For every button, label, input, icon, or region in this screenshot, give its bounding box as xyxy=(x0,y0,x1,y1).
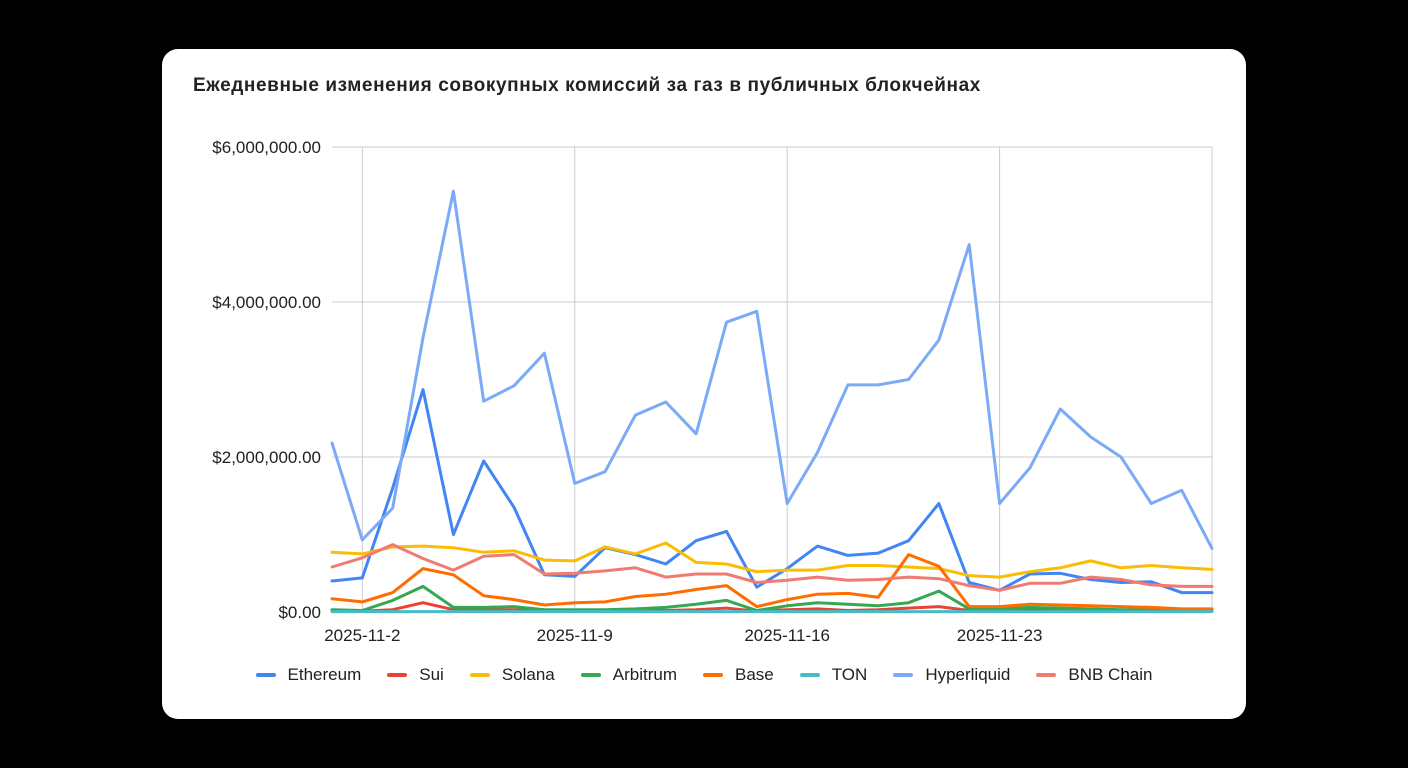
legend-item-sui[interactable]: Sui xyxy=(387,665,444,685)
legend-swatch xyxy=(893,673,914,677)
legend-item-base[interactable]: Base xyxy=(702,665,774,685)
legend-label: Sui xyxy=(419,665,444,684)
legend-swatch xyxy=(1036,673,1057,677)
legend-label: BNB Chain xyxy=(1068,665,1153,684)
legend-swatch xyxy=(799,673,820,677)
series-line-base xyxy=(330,553,1214,611)
legend-swatch xyxy=(387,673,408,677)
chart-card: Ежедневные изменения совокупных комиссий… xyxy=(162,49,1246,719)
axis-tick-labels: $0.00 $2,000,000.00 $4,000,000.00 $6,000,00… xyxy=(212,138,1042,645)
series-line-bnb-chain xyxy=(330,543,1214,592)
legend-item-ethereum[interactable]: Ethereum xyxy=(255,665,362,685)
legend-item-ton[interactable]: TON xyxy=(799,665,868,685)
series-line-solana xyxy=(330,541,1214,579)
legend-label: Base xyxy=(734,665,774,684)
legend-label: Hyperliquid xyxy=(925,665,1011,684)
chart-legend: Ethereum Sui Solana Arbitrum Base TON Hyperliq… xyxy=(162,663,1246,687)
legend-swatch xyxy=(255,673,276,677)
legend-swatch xyxy=(469,673,490,677)
x-tick-label: 2025-11-9 xyxy=(537,626,613,645)
x-tick-label: 2025-11-2 xyxy=(324,626,400,645)
y-tick-label: $0.00 xyxy=(278,603,321,622)
chart-title: Ежедневные изменения совокупных комиссий… xyxy=(193,75,981,96)
series-line-ethereum xyxy=(330,388,1214,595)
y-tick-label: $2,000,000.00 xyxy=(212,448,321,467)
legend-label: Ethereum xyxy=(287,665,362,684)
line-chart: $0.00 $2,000,000.00 $4,000,000.00 $6,000,00… xyxy=(212,138,1214,645)
legend-swatch xyxy=(580,673,601,677)
series-line-hyperliquid xyxy=(330,189,1214,550)
y-tick-label: $6,000,000.00 xyxy=(212,138,321,157)
legend-item-arbitrum[interactable]: Arbitrum xyxy=(580,665,677,685)
x-tick-label: 2025-11-23 xyxy=(957,626,1043,645)
series-lines xyxy=(330,189,1214,614)
legend-swatch xyxy=(702,673,723,677)
legend-item-bnb-chain[interactable]: BNB Chain xyxy=(1036,665,1152,685)
x-tick-label: 2025-11-16 xyxy=(744,626,830,645)
grid-lines xyxy=(332,146,1213,613)
legend-label: TON xyxy=(831,665,868,684)
legend-label: Arbitrum xyxy=(612,665,677,684)
legend-item-solana[interactable]: Solana xyxy=(469,665,555,685)
series-line-arbitrum xyxy=(330,584,1214,612)
legend-item-hyperliquid[interactable]: Hyperliquid xyxy=(893,665,1010,685)
y-tick-label: $4,000,000.00 xyxy=(212,293,321,312)
legend-label: Solana xyxy=(501,665,555,684)
